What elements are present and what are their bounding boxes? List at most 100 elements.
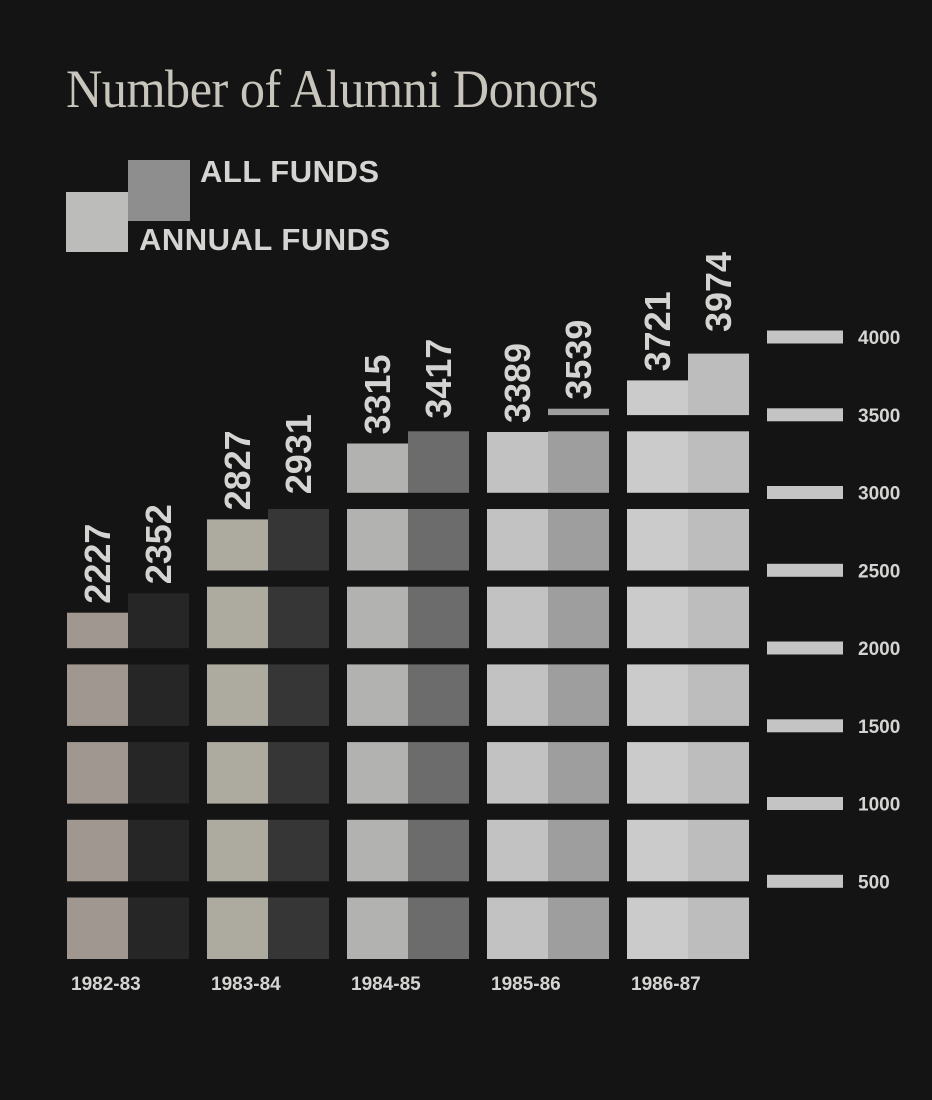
data-label-annual-1983-84: 2827 — [217, 430, 258, 510]
x-tick-label-1982-83: 1982-83 — [71, 974, 141, 995]
bar-annual-funds-1982-83-segment-4 — [67, 664, 128, 726]
bar-all-funds-1984-85-segment-7 — [408, 431, 469, 493]
y-tick-mark-2500 — [767, 563, 843, 577]
bar-all-funds-1986-87-segment-1 — [688, 897, 749, 959]
bar-annual-funds-1984-85-segment-3 — [347, 742, 408, 804]
data-label-all-1982-83: 2352 — [138, 504, 179, 584]
bar-annual-funds-1986-87-segment-4 — [627, 664, 688, 726]
bar-all-funds-1985-86-segment-6 — [548, 509, 609, 571]
legend-label-all-funds: ALL FUNDS — [200, 154, 380, 189]
y-tick-mark-3500 — [767, 408, 843, 422]
bar-annual-funds-1985-86-segment-4 — [487, 664, 548, 726]
y-tick-mark-500 — [767, 874, 843, 888]
bar-all-funds-1986-87 — [688, 353, 749, 959]
bar-all-funds-1985-86-segment-2 — [548, 819, 609, 882]
chart-title: Number of Alumni Donors — [66, 59, 598, 119]
y-tick-mark-1500 — [767, 719, 843, 733]
bar-all-funds-1986-87-segment-8 — [688, 353, 749, 416]
bar-all-funds-1983-84 — [268, 509, 329, 959]
legend-label-annual-funds: ANNUAL FUNDS — [139, 222, 391, 257]
y-tick-label-1500: 1500 — [858, 717, 900, 738]
bar-all-funds-1983-84-segment-6 — [268, 509, 329, 571]
y-tick-mark-3000 — [767, 486, 843, 499]
bar-all-funds-1982-83-segment-1 — [128, 897, 189, 959]
bar-all-funds-1983-84-segment-1 — [268, 897, 329, 959]
bar-all-funds-1982-83-segment-5 — [128, 593, 189, 649]
bar-all-funds-1982-83-segment-4 — [128, 664, 189, 726]
data-label-all-1985-86: 3539 — [558, 320, 599, 400]
bar-annual-funds-1986-87-segment-1 — [627, 897, 688, 959]
bar-annual-funds-1986-87-segment-5 — [627, 586, 688, 649]
y-tick-label-3500: 3500 — [858, 406, 900, 427]
bar-annual-funds-1984-85-segment-4 — [347, 664, 408, 726]
y-tick-label-3000: 3000 — [858, 484, 900, 505]
bar-annual-funds-1986-87-segment-6 — [627, 509, 688, 571]
bar-annual-funds-1983-84-segment-5 — [207, 586, 268, 649]
bar-annual-funds-1986-87-segment-8 — [627, 380, 688, 416]
bar-all-funds-1983-84-segment-3 — [268, 742, 329, 804]
bar-annual-funds-1984-85-segment-2 — [347, 819, 408, 882]
y-tick-label-4000: 4000 — [858, 328, 900, 349]
bar-all-funds-1982-83 — [128, 593, 189, 959]
bar-all-funds-1985-86-segment-4 — [548, 664, 609, 726]
bar-annual-funds-1985-86-segment-3 — [487, 742, 548, 804]
bar-annual-funds-1983-84-segment-4 — [207, 664, 268, 726]
x-tick-label-1985-86: 1985-86 — [491, 974, 561, 995]
bar-all-funds-1983-84-segment-5 — [268, 586, 329, 649]
bar-annual-funds-1982-83-segment-1 — [67, 897, 128, 959]
bar-annual-funds-1986-87-segment-2 — [627, 819, 688, 882]
bar-all-funds-1984-85-segment-6 — [408, 509, 469, 571]
bar-annual-funds-1983-84 — [207, 519, 268, 959]
bar-all-funds-1984-85-segment-3 — [408, 742, 469, 804]
bar-annual-funds-1985-86 — [487, 432, 548, 959]
bar-annual-funds-1985-86-segment-7 — [487, 432, 548, 493]
bar-annual-funds-1985-86-segment-5 — [487, 586, 548, 649]
bar-all-funds-1982-83-segment-3 — [128, 742, 189, 804]
bar-all-funds-1985-86-segment-1 — [548, 897, 609, 959]
x-tick-label-1983-84: 1983-84 — [211, 974, 281, 995]
bar-annual-funds-1986-87-segment-7 — [627, 431, 688, 493]
legend-swatch-all-funds — [128, 160, 190, 221]
bar-annual-funds-1984-85-segment-7 — [347, 443, 408, 493]
bar-annual-funds-1985-86-segment-1 — [487, 897, 548, 959]
x-tick-label-1984-85: 1984-85 — [351, 974, 421, 995]
bar-annual-funds-1985-86-segment-2 — [487, 819, 548, 882]
bar-all-funds-1985-86-segment-5 — [548, 586, 609, 649]
bar-all-funds-1986-87-segment-4 — [688, 664, 749, 726]
bar-annual-funds-1986-87 — [627, 380, 688, 959]
bar-annual-funds-1985-86-segment-6 — [487, 509, 548, 571]
data-label-all-1983-84: 2931 — [278, 414, 319, 494]
bar-annual-funds-1984-85-segment-1 — [347, 897, 408, 959]
bar-annual-funds-1982-83-segment-2 — [67, 819, 128, 882]
data-label-all-1984-85: 3417 — [418, 339, 459, 419]
bar-annual-funds-1983-84-segment-1 — [207, 897, 268, 959]
bar-annual-funds-1982-83 — [67, 612, 128, 959]
bar-all-funds-1983-84-segment-4 — [268, 664, 329, 726]
data-label-annual-1986-87: 3721 — [637, 291, 678, 371]
bar-all-funds-1984-85-segment-2 — [408, 819, 469, 882]
bar-annual-funds-1982-83-segment-5 — [67, 612, 128, 649]
y-tick-label-500: 500 — [858, 872, 890, 893]
x-tick-label-1986-87: 1986-87 — [631, 974, 701, 995]
y-tick-label-2500: 2500 — [858, 561, 900, 582]
bar-all-funds-1984-85-segment-4 — [408, 664, 469, 726]
bar-annual-funds-1984-85 — [347, 443, 408, 959]
bar-all-funds-1985-86-segment-8 — [548, 408, 609, 416]
legend-swatch-annual-funds — [66, 192, 128, 252]
bar-annual-funds-1984-85-segment-5 — [347, 586, 408, 649]
data-label-annual-1984-85: 3315 — [357, 354, 398, 434]
bar-all-funds-1986-87-segment-6 — [688, 509, 749, 571]
bar-all-funds-1985-86-segment-7 — [548, 431, 609, 493]
y-tick-mark-4000 — [767, 330, 843, 344]
bar-all-funds-1984-85-segment-1 — [408, 897, 469, 959]
bar-annual-funds-1986-87-segment-3 — [627, 742, 688, 804]
data-label-annual-1985-86: 3389 — [497, 343, 538, 423]
bar-annual-funds-1984-85-segment-6 — [347, 509, 408, 571]
bar-all-funds-1983-84-segment-2 — [268, 819, 329, 882]
bar-all-funds-1985-86-segment-3 — [548, 742, 609, 804]
data-label-annual-1982-83: 2227 — [77, 524, 118, 604]
bar-annual-funds-1983-84-segment-3 — [207, 742, 268, 804]
bar-all-funds-1984-85 — [408, 431, 469, 959]
